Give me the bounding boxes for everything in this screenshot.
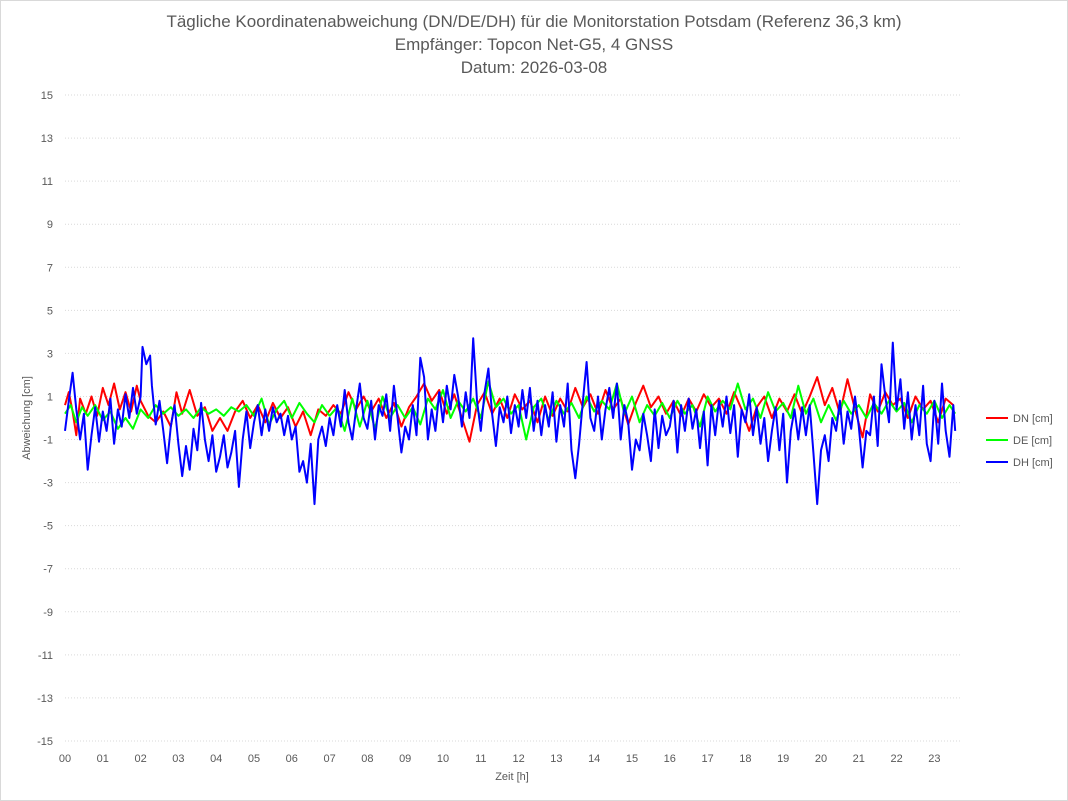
line-chart: 15131197531-1-3-5-7-9-11-13-15 00 01 02 03 0… <box>0 0 1068 801</box>
x-tick-label: 21 <box>853 753 865 765</box>
x-tick-label: 07 <box>323 753 335 765</box>
legend-label: DE [cm] <box>1013 435 1052 447</box>
x-axis-label: Zeit [h] <box>495 771 529 783</box>
x-tick-label: 01 <box>97 753 109 765</box>
x-tick-label: 00 <box>59 753 71 765</box>
x-tick-label: 05 <box>248 753 260 765</box>
y-tick-label: 13 <box>41 133 53 145</box>
y-tick-label: 11 <box>42 176 53 188</box>
y-tick-label: 15 <box>41 90 53 102</box>
y-tick-label: 9 <box>47 219 53 231</box>
x-tick-label: 04 <box>210 753 222 765</box>
x-tick-label: 09 <box>399 753 411 765</box>
y-tick-label: -5 <box>43 521 53 533</box>
x-tick-label: 12 <box>512 753 524 765</box>
y-tick-label: -1 <box>43 435 53 447</box>
x-tick-label: 03 <box>172 753 184 765</box>
x-tick-label: 20 <box>815 753 827 765</box>
x-tick-label: 16 <box>664 753 676 765</box>
x-tick-label: 06 <box>286 753 298 765</box>
y-axis-ticks: 15 13 11 9 7 5 3 1 -1 -3 -5 -7 -9 -11 -13 -15 <box>37 90 53 748</box>
y-tick-label: -3 <box>43 478 53 490</box>
series-lines <box>65 338 955 504</box>
y-tick-label: -13 <box>37 693 53 705</box>
x-axis-ticks: 00 01 02 03 04 05 06 07 08 09 10 11 12 13 14 15 16 17 18 19… <box>59 753 941 765</box>
y-tick-label: 7 <box>47 262 53 274</box>
x-tick-label: 15 <box>626 753 638 765</box>
y-tick-label: 3 <box>47 348 53 360</box>
y-tick-label: -15 <box>37 736 53 748</box>
x-tick-label: 10 <box>437 753 449 765</box>
x-tick-label: 23 <box>928 753 940 765</box>
y-tick-label: 5 <box>47 305 53 317</box>
legend: DN [cm] DE [cm] DH [cm] <box>986 413 1053 469</box>
x-tick-label: 14 <box>588 753 600 765</box>
x-tick-label: 19 <box>777 753 789 765</box>
x-tick-label: 08 <box>361 753 373 765</box>
x-tick-label: 17 <box>701 753 713 765</box>
legend-label: DN [cm] <box>1013 413 1053 425</box>
y-tick-label: -11 <box>38 650 53 662</box>
x-tick-label: 02 <box>134 753 146 765</box>
y-tick-label: -9 <box>43 607 53 619</box>
x-tick-label: 13 <box>550 753 562 765</box>
x-tick-label: 22 <box>890 753 902 765</box>
y-tick-label: 1 <box>47 391 53 403</box>
y-tick-label: -7 <box>43 564 53 576</box>
legend-label: DH [cm] <box>1013 457 1053 469</box>
x-tick-label: 18 <box>739 753 751 765</box>
x-tick-label: 11 <box>475 753 486 765</box>
y-axis-label: Abweichung [cm] <box>21 376 33 460</box>
